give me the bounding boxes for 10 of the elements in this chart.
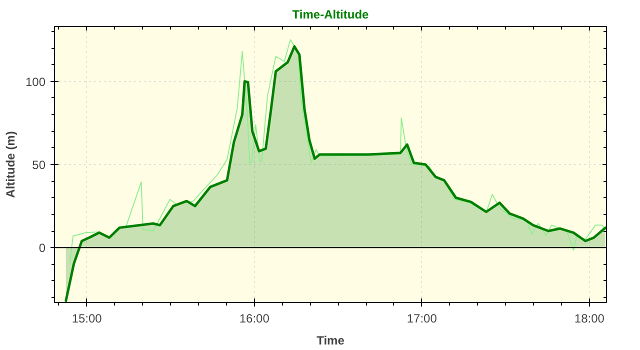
- x-tick-label: 15:00: [72, 312, 102, 326]
- y-tick-label: 50: [32, 158, 46, 172]
- x-tick-label: 16:00: [239, 312, 270, 326]
- y-tick-label: 100: [25, 74, 46, 89]
- x-tick-label: 17:00: [406, 312, 438, 326]
- y-axis-title: Altitude (m): [3, 131, 18, 198]
- x-axis-title: Time: [316, 334, 345, 348]
- chart-title: Time-Altitude: [292, 8, 370, 22]
- y-tick-label: 0: [38, 241, 46, 256]
- x-tick-label: 18:00: [574, 312, 605, 326]
